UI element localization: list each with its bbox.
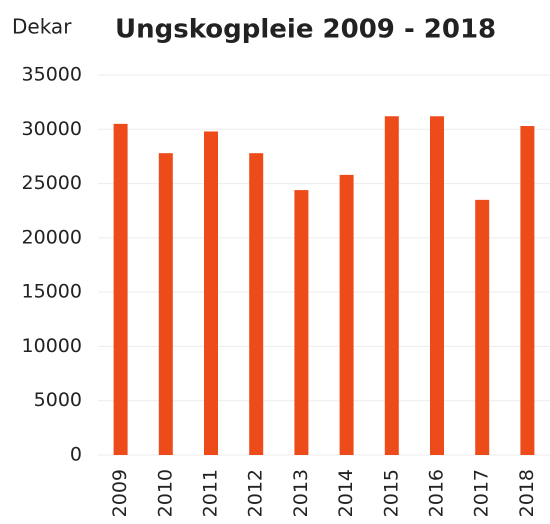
bar — [204, 131, 218, 455]
x-tick-label: 2010 — [154, 469, 176, 517]
bar — [158, 153, 173, 455]
y-tick-label: 10000 — [22, 335, 82, 357]
bar — [520, 126, 535, 456]
x-tick-label: 2017 — [471, 469, 493, 517]
y-tick-label: 15000 — [22, 281, 82, 303]
bar — [384, 116, 399, 455]
bar — [249, 153, 264, 455]
y-tick-label: 5000 — [34, 389, 82, 411]
y-tick-label: 20000 — [22, 226, 82, 248]
x-tick-label: 2012 — [245, 469, 267, 517]
bar — [475, 199, 490, 455]
x-tick-label: 2018 — [516, 469, 538, 517]
x-tick-label: 2014 — [335, 469, 357, 517]
x-tick-label: 2009 — [109, 469, 131, 517]
x-tick-label: 2011 — [200, 469, 222, 517]
x-tick-label: 2016 — [426, 469, 448, 517]
bar — [113, 123, 128, 455]
y-tick-label: 30000 — [22, 118, 82, 140]
y-axis-label: Dekar — [12, 15, 72, 39]
bar — [339, 174, 354, 455]
bar — [294, 190, 309, 456]
x-tick-label: 2015 — [380, 469, 402, 517]
x-tick-label: 2013 — [290, 469, 312, 517]
y-tick-label: 25000 — [22, 172, 82, 194]
y-tick-label: 35000 — [22, 64, 82, 86]
bar — [430, 116, 444, 455]
chart-title: Ungskogpleie 2009 - 2018 — [115, 15, 496, 45]
y-tick-label: 0 — [70, 444, 82, 466]
